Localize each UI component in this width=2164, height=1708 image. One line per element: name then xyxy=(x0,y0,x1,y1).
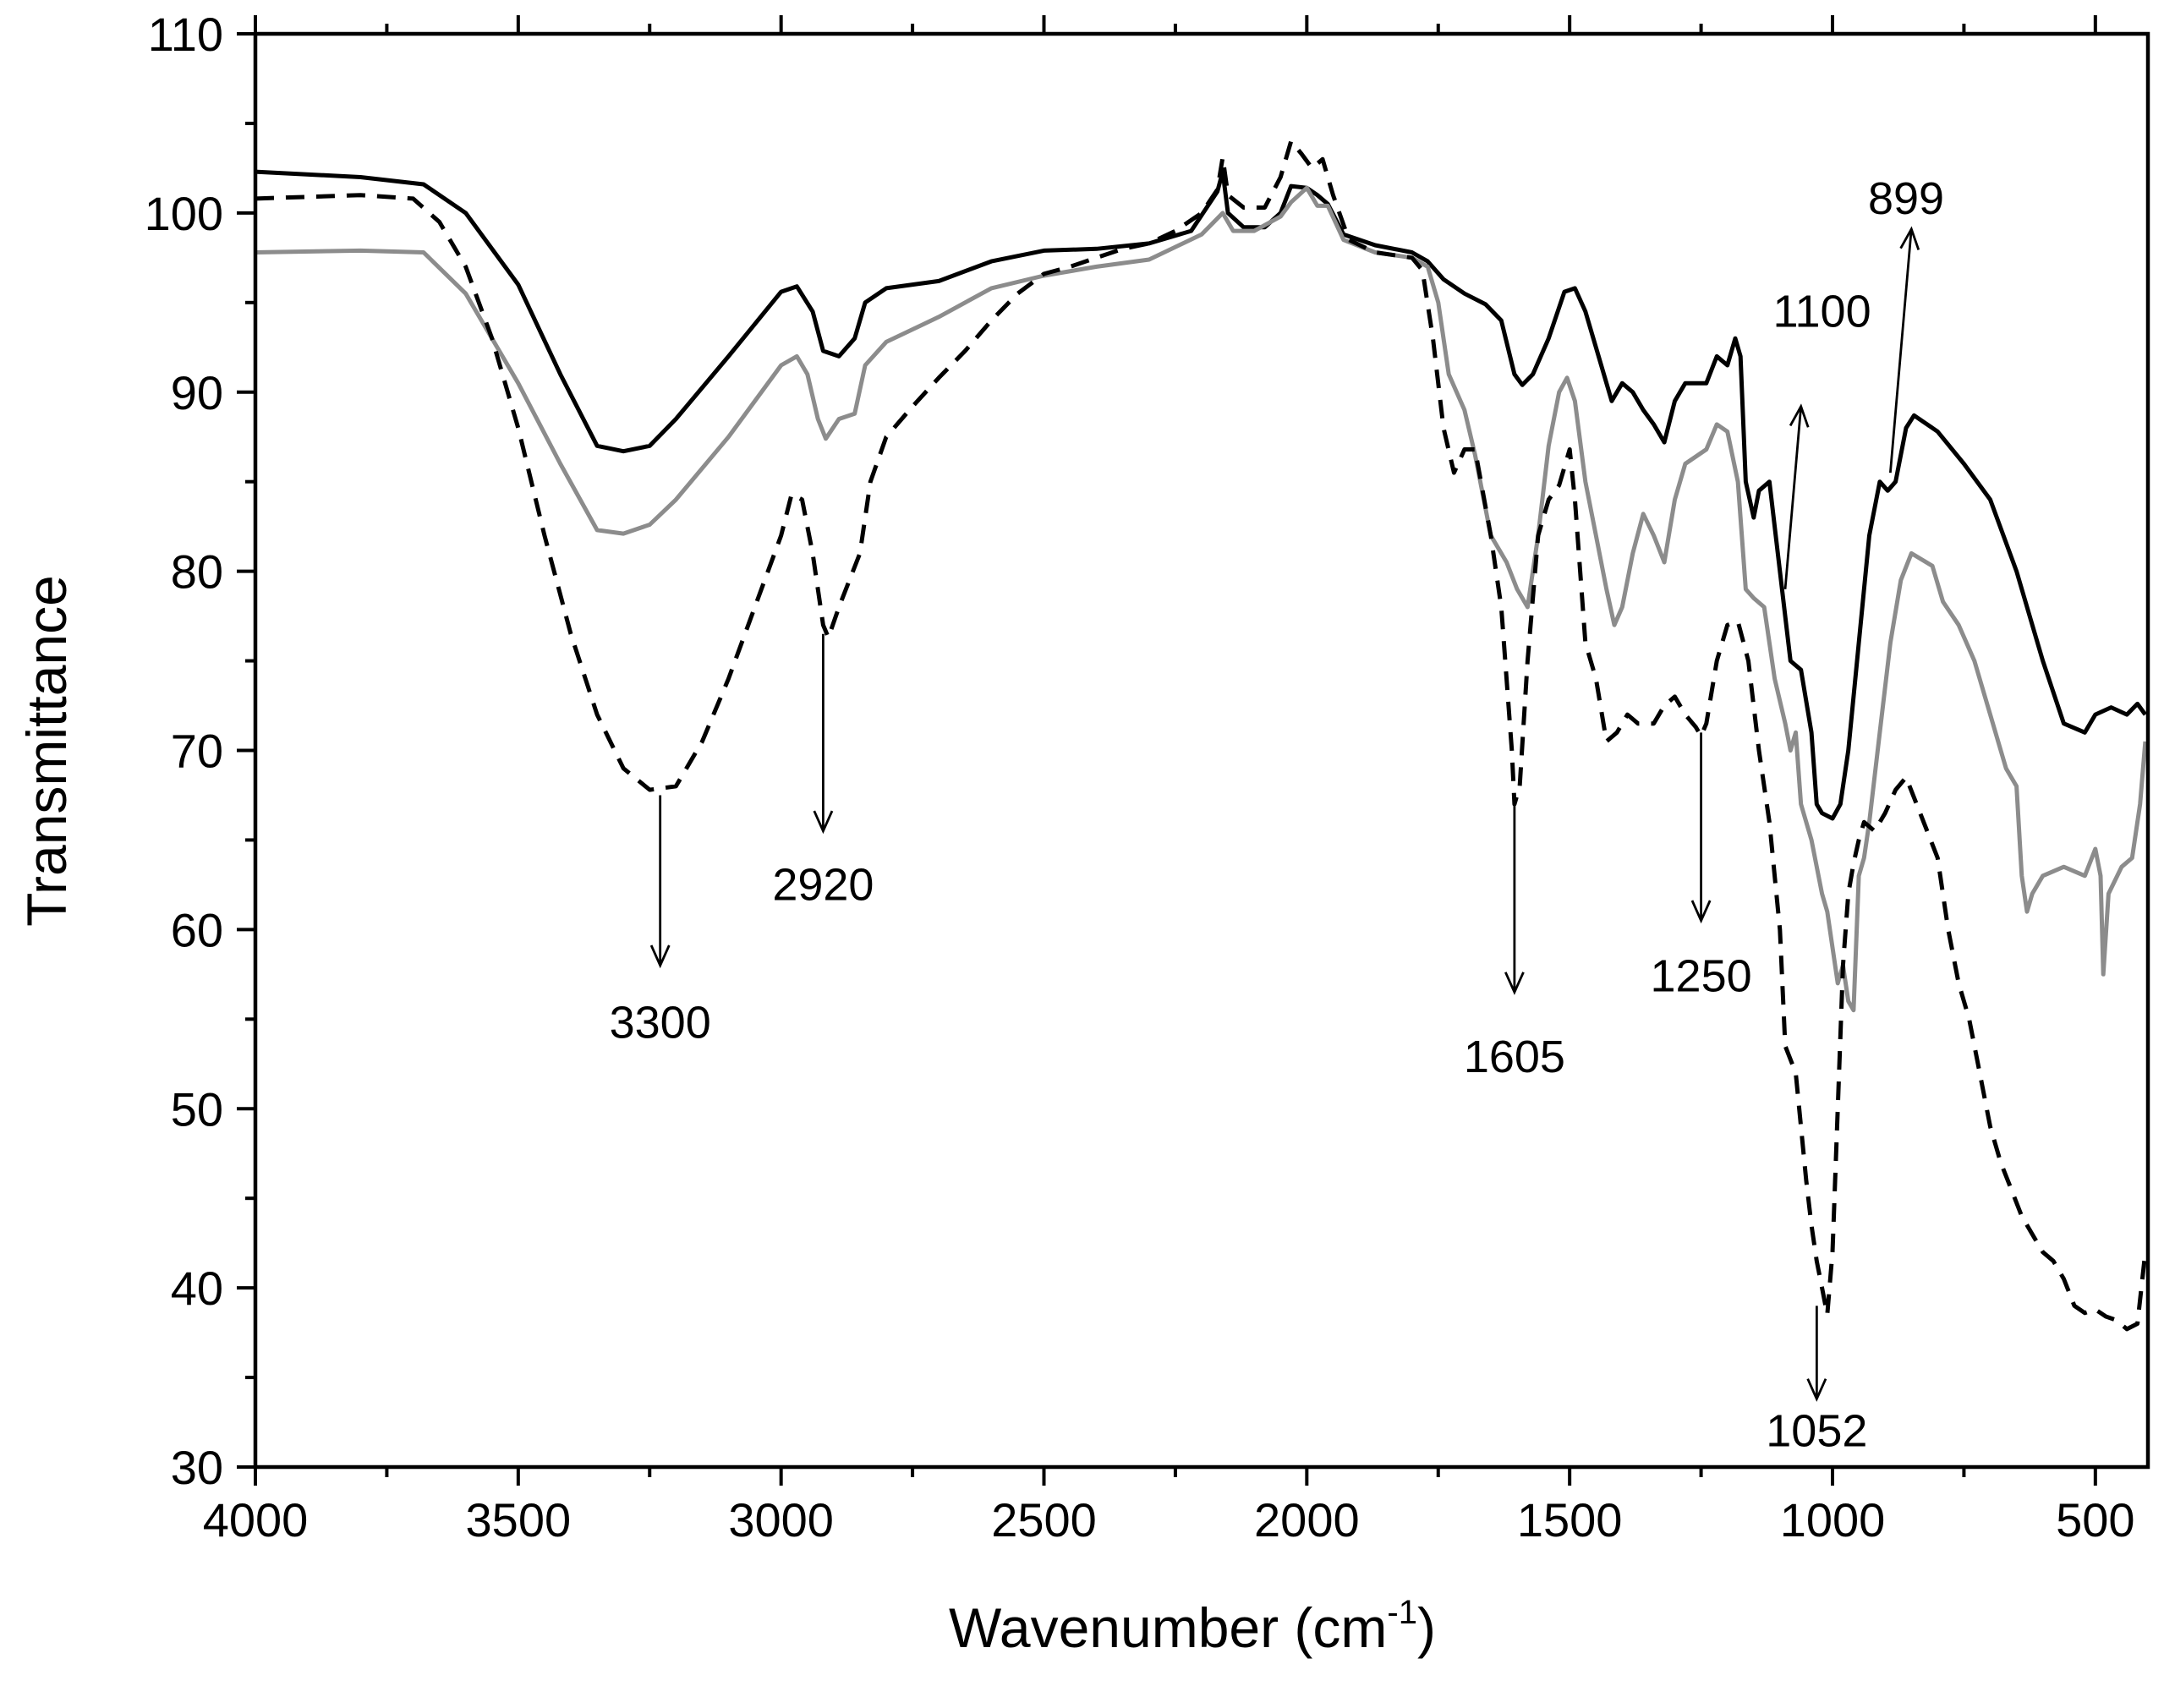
annotation-arrow-head xyxy=(649,944,671,969)
x-tick-label: 3000 xyxy=(728,1493,834,1547)
y-tick-label: 50 xyxy=(171,1082,223,1136)
series-line-black-dashed xyxy=(255,139,2148,1332)
x-tick-label: 2500 xyxy=(991,1493,1097,1547)
annotation-label: 3300 xyxy=(610,998,711,1048)
x-tick-label: 1500 xyxy=(1517,1493,1623,1547)
y-tick-label: 30 xyxy=(171,1441,223,1494)
x-tick-label: 500 xyxy=(2056,1493,2134,1547)
y-tick-label: 70 xyxy=(171,725,223,778)
y-tick-label: 40 xyxy=(171,1262,223,1315)
annotation-label: 1250 xyxy=(1651,950,1752,1001)
annotation-label: 899 xyxy=(1868,173,1944,224)
series-layer xyxy=(255,139,2148,1332)
annotation-label: 2920 xyxy=(772,859,874,910)
x-tick-label: 3500 xyxy=(466,1493,572,1547)
x-axis-title-main: Wavenumber (cm xyxy=(949,1596,1387,1659)
series-line-black-solid xyxy=(255,169,2147,821)
x-axis-title-sup: -1 xyxy=(1387,1594,1417,1631)
annotation-layer: 3300 2920 1605 1250 1052 1100 899 xyxy=(610,173,1944,1457)
x-axis-title-close: ) xyxy=(1417,1596,1436,1659)
annotation-arrow-head xyxy=(1690,900,1712,924)
y-tick-label: 100 xyxy=(145,187,223,240)
y-axis-title: Transmittance xyxy=(15,575,78,927)
y-tick-label: 60 xyxy=(171,903,223,956)
annotation-arrow-head xyxy=(1899,226,1920,250)
annotation-label: 1605 xyxy=(1464,1032,1565,1082)
x-axis-title: Wavenumber (cm-1) xyxy=(949,1594,1436,1659)
y-tick-label: 90 xyxy=(171,366,223,419)
plot-frame xyxy=(253,31,2150,1470)
annotation-arrow-shaft xyxy=(1783,406,1803,589)
axes-layer xyxy=(253,31,2150,1470)
annotation-label: 1052 xyxy=(1766,1406,1867,1457)
x-tick-label: 1000 xyxy=(1780,1493,1886,1547)
y-tick-label: 110 xyxy=(148,8,223,61)
annotation-arrow-head xyxy=(1789,403,1810,428)
x-tick-label: 2000 xyxy=(1254,1493,1360,1547)
y-tick-label: 80 xyxy=(171,545,223,599)
annotation-arrow-head xyxy=(813,810,834,835)
annotation-label: 1100 xyxy=(1773,286,1871,337)
series-line-gray-solid xyxy=(255,185,2148,1013)
annotation-arrow-head xyxy=(1806,1378,1827,1402)
annotation-arrow-shaft xyxy=(1888,228,1913,474)
ticks-layer: 4000 3500 3000 2500 2000 1500 1000 500 30 40 50 60 7… xyxy=(145,8,2135,1547)
x-tick-label: 4000 xyxy=(203,1493,309,1547)
annotation-arrow-head xyxy=(1504,972,1525,995)
